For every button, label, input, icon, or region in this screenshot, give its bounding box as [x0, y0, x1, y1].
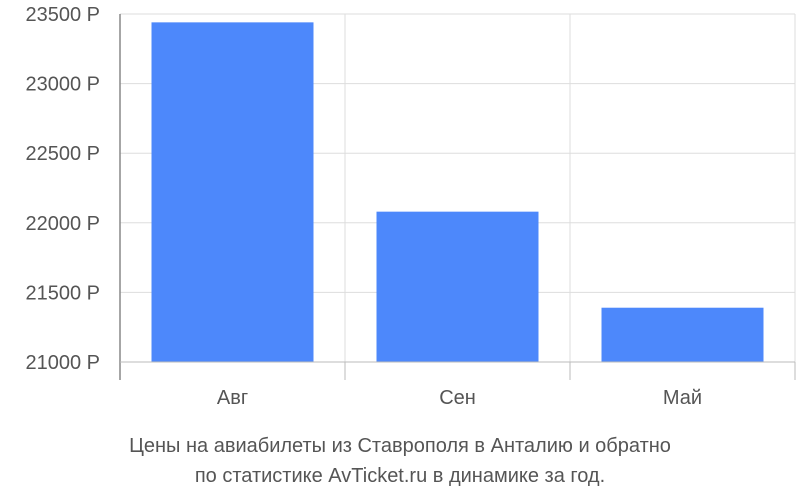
bar [376, 211, 539, 362]
y-tick-label: 21000 Р [25, 352, 100, 374]
labels: 21000 Р 21500 Р 22000 Р 22500 Р 23000 Р 23500… [25, 4, 702, 409]
y-tick-label: 21500 Р [25, 282, 100, 304]
chart-caption-line-1: Цены на авиабилеты из Ставрополя в Антал… [129, 435, 671, 457]
chart-caption-line-2: по статистике AvTicket.ru в динамике за … [194, 465, 606, 487]
bar [601, 307, 764, 362]
axes [119, 14, 796, 380]
y-tick-label: 22500 Р [25, 143, 100, 165]
y-tick-label: 23500 Р [25, 4, 100, 26]
bars [151, 22, 764, 363]
x-tick-label: Авг [217, 387, 248, 409]
y-tick-label: 22000 Р [25, 213, 100, 235]
y-tick-label: 23000 Р [25, 74, 100, 96]
x-tick-label: Сен [439, 387, 476, 409]
bar [151, 22, 314, 363]
x-tick-label: Май [663, 387, 702, 409]
